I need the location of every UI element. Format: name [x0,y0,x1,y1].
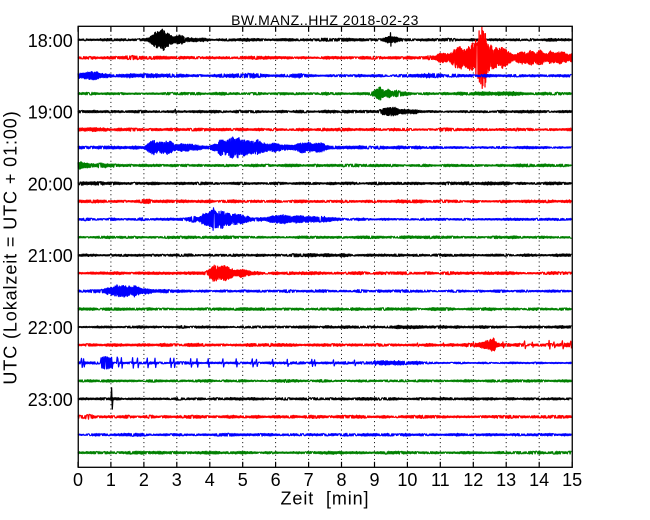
svg-text:6: 6 [271,470,281,490]
svg-text:0: 0 [73,470,83,490]
svg-text:UTC (Lokalzeit = UTC + 01:00): UTC (Lokalzeit = UTC + 01:00) [1,110,21,384]
svg-text:2: 2 [139,470,149,490]
svg-text:19:00: 19:00 [28,103,73,123]
svg-text:9: 9 [369,470,379,490]
svg-text:13: 13 [496,470,516,490]
svg-text:Zeit [min]: Zeit [min] [281,489,370,509]
svg-text:1: 1 [106,470,116,490]
svg-text:7: 7 [304,470,314,490]
svg-text:3: 3 [172,470,182,490]
svg-text:14: 14 [529,470,549,490]
svg-text:21:00: 21:00 [28,246,73,266]
svg-text:10: 10 [397,470,417,490]
svg-text:BW.MANZ..HHZ 2018-02-23: BW.MANZ..HHZ 2018-02-23 [231,12,419,28]
svg-text:15: 15 [562,470,582,490]
svg-text:12: 12 [463,470,483,490]
svg-text:5: 5 [238,470,248,490]
svg-text:8: 8 [336,470,346,490]
svg-text:18:00: 18:00 [28,31,73,51]
svg-text:20:00: 20:00 [28,174,73,194]
svg-text:4: 4 [205,470,215,490]
svg-text:11: 11 [431,470,450,490]
svg-text:22:00: 22:00 [28,318,73,338]
svg-text:23:00: 23:00 [28,390,73,410]
